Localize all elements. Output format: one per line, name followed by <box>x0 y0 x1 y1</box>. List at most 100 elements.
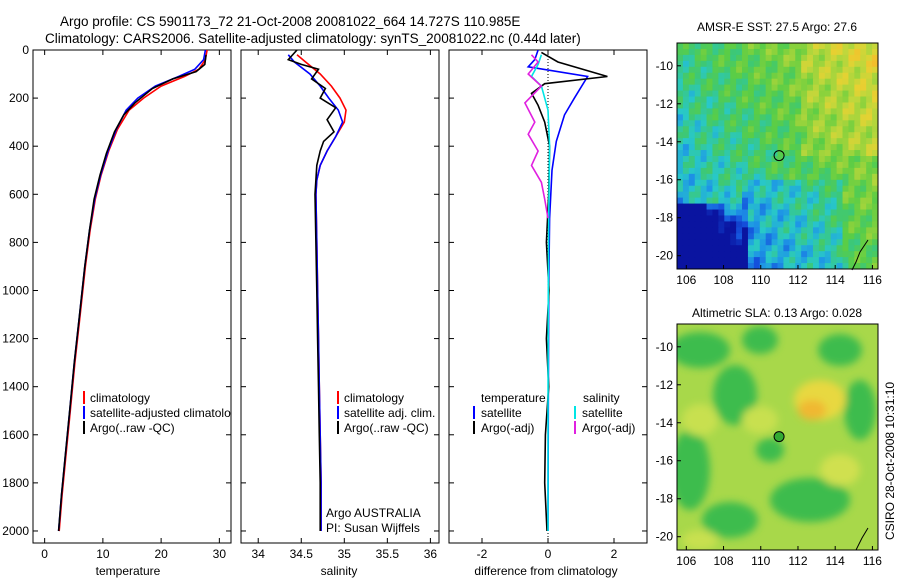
sst-cell <box>789 245 796 252</box>
sst-cell <box>801 72 808 80</box>
sst-cell <box>771 84 778 91</box>
sst-cell <box>706 43 713 50</box>
sst-cell <box>765 108 772 115</box>
sst-cell <box>848 245 855 252</box>
sst-cell <box>730 167 737 175</box>
sst-cell <box>753 221 761 228</box>
sst-cell <box>872 191 878 199</box>
sst-cell <box>848 209 855 216</box>
sst-cell <box>700 96 707 103</box>
sst-cell <box>753 78 761 86</box>
sst-cell <box>682 245 690 252</box>
sst-cell <box>848 251 855 258</box>
sst-cell <box>854 173 861 181</box>
sst-cell <box>688 239 696 246</box>
sst-cell <box>682 156 690 163</box>
sst-cell <box>777 66 784 74</box>
sst-cell <box>830 209 838 216</box>
sst-cell <box>730 78 737 86</box>
sst-cell <box>730 150 737 157</box>
sst-cell <box>836 48 843 56</box>
sst-cell <box>730 197 737 204</box>
sst-cell <box>795 108 802 115</box>
sst-cell <box>836 161 843 169</box>
sst-cell <box>789 215 796 222</box>
sst-cell <box>771 60 778 68</box>
sst-cell <box>872 150 878 157</box>
sst-cell <box>866 120 873 127</box>
sst-cell <box>724 257 731 264</box>
sst-cell <box>842 179 849 187</box>
sst-cell <box>718 108 725 115</box>
sst-cell <box>694 215 702 222</box>
axis-ticks: 0 10 20 30020040060080010001200140016001800… <box>2 43 647 561</box>
sst-cell <box>812 78 820 86</box>
sst-cell <box>718 239 725 246</box>
sst-cell <box>736 120 743 127</box>
sst-cell <box>789 60 796 68</box>
sst-cell <box>677 48 684 56</box>
sst-cell <box>795 54 802 62</box>
sst-cell <box>824 233 832 240</box>
sst-heatmap <box>677 43 878 269</box>
sst-cell <box>836 227 843 234</box>
sst-cell <box>712 233 719 240</box>
sst-cell <box>854 126 861 133</box>
sst-cell <box>765 78 772 86</box>
sst-cell <box>812 43 820 50</box>
sst-cell <box>842 90 849 97</box>
sst-cell <box>783 251 790 258</box>
sst-cell <box>818 90 826 97</box>
sst-cell <box>812 209 820 216</box>
series-line-climatology <box>296 54 347 531</box>
sst-cell <box>742 156 749 163</box>
sst-cell <box>712 173 719 181</box>
sst-cell <box>854 221 861 228</box>
sst-cell <box>753 150 761 157</box>
sst-cell <box>677 221 684 228</box>
sst-cell <box>795 66 802 74</box>
sst-cell <box>807 209 814 216</box>
sst-cell <box>736 173 743 181</box>
sst-cell <box>682 72 690 80</box>
legend-label-temp-sat: satellite <box>481 406 522 420</box>
sst-cell <box>730 179 737 187</box>
x-tick-label: 10 <box>96 547 110 561</box>
sst-cell <box>677 257 684 264</box>
sst-cell <box>759 43 767 50</box>
sst-cell <box>700 144 707 151</box>
sst-cell <box>866 209 873 216</box>
sst-cell <box>777 132 784 139</box>
sst-cell <box>818 132 826 139</box>
sst-cell <box>742 132 749 139</box>
map-x-tick-label: 114 <box>826 273 845 287</box>
sst-cell <box>854 72 861 80</box>
sst-cell <box>812 167 820 175</box>
sst-cell <box>724 120 731 127</box>
sst-cell <box>807 120 814 127</box>
sst-cell <box>765 227 772 234</box>
sst-cell <box>866 185 873 193</box>
sst-cell <box>783 263 790 269</box>
sst-cell <box>742 239 749 246</box>
salinity-xlabel: salinity <box>321 564 358 578</box>
sst-cell <box>848 191 855 199</box>
sst-cell <box>783 191 790 199</box>
map-y-tick-label: -16 <box>656 454 674 468</box>
sst-cell <box>789 43 796 50</box>
sst-cell <box>848 156 855 163</box>
sst-cell <box>736 221 743 228</box>
sst-cell <box>824 215 832 222</box>
series-line-salinity-satellite <box>530 54 551 531</box>
y-tick-label: 200 <box>9 91 29 105</box>
sst-cell <box>724 245 731 252</box>
sst-cell <box>872 138 878 145</box>
sst-cell <box>688 191 696 199</box>
sst-cell <box>854 215 861 222</box>
sst-cell <box>836 43 843 50</box>
sst-cell <box>842 167 849 175</box>
sst-cell <box>777 185 784 193</box>
sst-cell <box>836 66 843 74</box>
sst-cell <box>842 84 849 91</box>
sst-cell <box>842 197 849 204</box>
